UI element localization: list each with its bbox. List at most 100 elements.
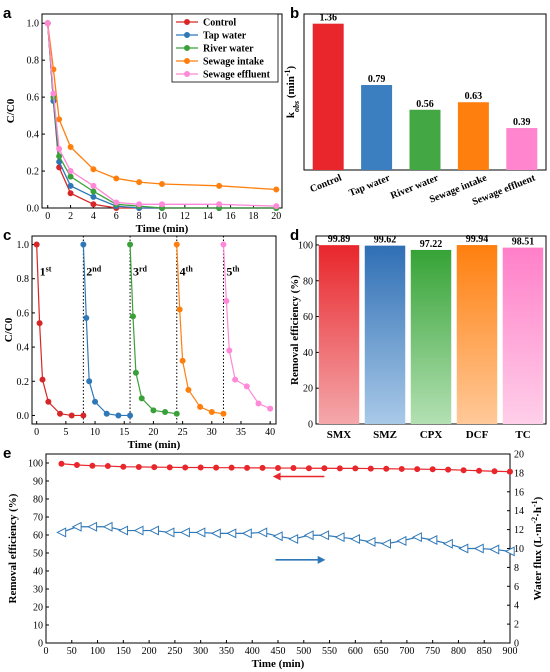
panel-label-b: b [290,5,299,22]
x-tick-label: 550 [322,646,337,657]
data-point [460,467,467,474]
data-point [367,465,374,472]
data-point [491,468,498,475]
data-point [216,201,223,208]
y-tick-label: 1.0 [27,19,40,30]
data-point [136,179,143,186]
data-point [135,463,142,470]
x-category-label: SMZ [373,429,397,441]
x-tick-label: 15 [119,427,129,438]
data-point [164,527,175,538]
bar [457,102,489,170]
series-line-e-0 [61,463,511,473]
data-point [133,525,144,536]
bar [312,23,344,171]
data-point [185,386,192,393]
data-point [257,527,268,538]
cycle-label: 5th [226,264,240,279]
data-point [56,153,63,160]
data-point [272,531,283,542]
bar-value-label: 97.22 [420,239,443,250]
data-point [67,182,74,189]
y2-tick-label: 2 [514,620,519,631]
data-point [67,190,74,197]
x-category-label: Tap water [348,172,393,199]
bar-value-label: 0.79 [368,74,386,85]
x-tick-label: 900 [503,646,518,657]
data-point [57,410,64,417]
legend-marker [183,45,190,52]
data-point [352,465,359,472]
x-tick-label: 650 [374,646,389,657]
data-point [132,369,139,376]
x-tick-label: 18 [248,211,258,222]
x-tick-label: 850 [477,646,492,657]
data-point [67,173,74,180]
data-point [158,180,165,187]
y-tick-label: 0.6 [27,93,40,104]
panel-a: a 0.0 0.2 0.4 0.6 0.8 1.0 0 2 4 6 8 10 12 14 16 18 20 Tim… [3,5,283,235]
x-tick-label: 25 [178,427,188,438]
data-point [220,241,227,248]
data-point [113,175,120,182]
data-point [71,521,82,532]
data-point [162,409,169,416]
x-tick-label: 0 [34,427,39,438]
panel-d: d 0 20 40 60 80 100 Removal efficiency (%) 99.8… [289,227,547,441]
data-point [138,395,145,402]
data-point [259,464,266,471]
bar [361,85,393,170]
x-tick-label: 150 [116,646,131,657]
data-point [380,538,391,549]
data-point [86,378,93,385]
x-tick-label: 250 [167,646,182,657]
legend-label: Control [203,18,236,29]
y-tick-label: 0.0 [27,204,40,215]
data-point [56,527,67,538]
data-point [208,409,215,416]
data-point [445,466,452,473]
data-point [305,465,312,472]
data-point [127,241,134,248]
data-point [213,464,220,471]
bar [364,245,406,424]
data-point [442,538,453,549]
data-point [136,201,143,208]
data-point [87,521,98,532]
data-point [506,468,513,475]
data-point [336,465,343,472]
data-point [216,182,223,189]
y-tick-label: 50 [33,549,43,560]
x-tick-label: 300 [193,646,208,657]
x-category-label: DCF [466,429,489,441]
legend-marker [183,58,190,65]
x-tick-label: 400 [245,646,260,657]
data-point [158,201,165,208]
y-tick-label: 0 [38,639,43,650]
y2-tick-label: 6 [514,582,519,593]
y2-axis-title-e: Water flux (L·m-2·h-1) [530,496,545,600]
data-point [429,466,436,473]
data-point [179,527,190,538]
data-point [151,464,158,471]
data-point [476,467,483,474]
x-tick-label: 12 [180,211,190,222]
legend-label: Tap water [203,31,247,42]
data-point [120,463,127,470]
x-tick-label: 750 [425,646,440,657]
y-tick-label: 80 [33,495,43,506]
panel-label-a: a [3,5,12,22]
y-tick-label: 0.2 [27,167,40,178]
x-tick-label: 50 [67,646,77,657]
data-point [67,168,74,175]
data-point [92,398,99,405]
bar-value-label: 0.56 [416,99,434,110]
data-point [226,528,237,539]
y2-tick-label: 18 [514,468,524,479]
x-tick-label: 800 [451,646,466,657]
x-tick-label: 10 [157,211,167,222]
bar [318,245,360,424]
y-tick-label: 20 [33,603,43,614]
data-point [80,241,87,248]
